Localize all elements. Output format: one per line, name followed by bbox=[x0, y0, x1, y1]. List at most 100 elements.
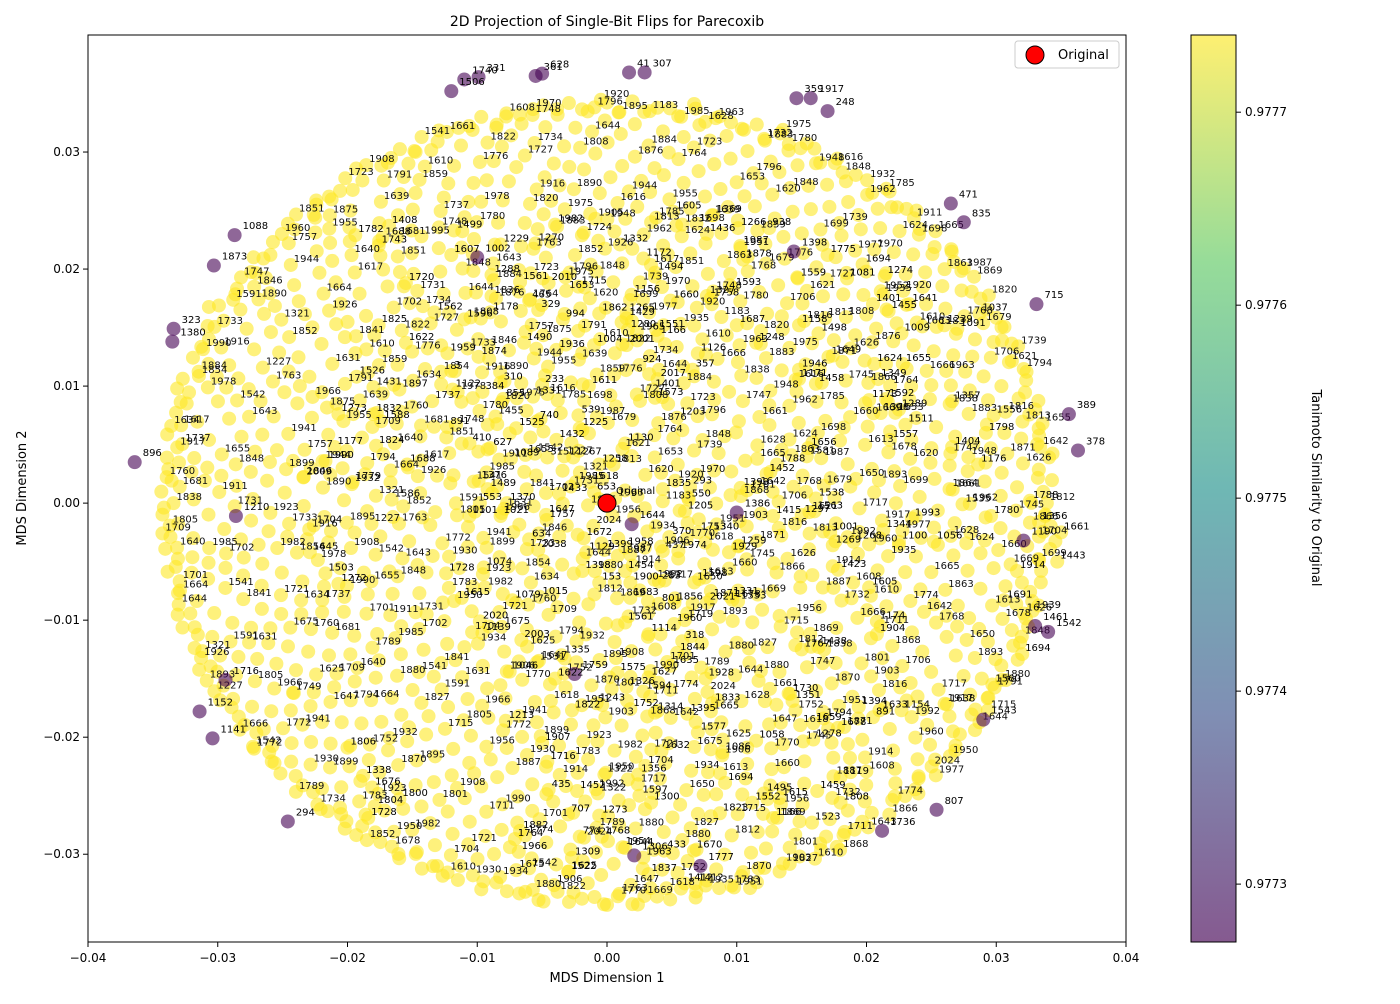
similarity-point bbox=[360, 456, 375, 471]
similarity-point bbox=[160, 427, 175, 442]
similarity-point bbox=[383, 608, 398, 623]
point-label: 1541 bbox=[425, 126, 450, 137]
similarity-point bbox=[317, 579, 332, 594]
point-label: 1701 bbox=[543, 808, 568, 819]
similarity-point bbox=[385, 586, 400, 601]
point-label: 1977 bbox=[652, 301, 677, 312]
similarity-point bbox=[684, 763, 699, 778]
point-label: 1939 bbox=[1036, 600, 1061, 611]
similarity-point bbox=[409, 753, 424, 768]
similarity-point bbox=[961, 406, 976, 421]
similarity-point bbox=[689, 300, 704, 315]
similarity-point bbox=[734, 368, 749, 383]
similarity-point bbox=[942, 458, 957, 473]
point-label: 1848 bbox=[706, 429, 731, 440]
point-label: 1698 bbox=[821, 422, 846, 433]
similarity-point bbox=[557, 139, 572, 154]
similarity-point bbox=[948, 648, 963, 663]
similarity-point bbox=[433, 203, 448, 218]
colorbar-tick-label: 0.9777 bbox=[1245, 105, 1287, 119]
similarity-point bbox=[983, 441, 998, 456]
point-label: 1356 bbox=[1042, 511, 1067, 522]
similarity-point bbox=[998, 404, 1013, 419]
similarity-point bbox=[683, 201, 698, 216]
point-label: 1688 bbox=[386, 226, 411, 237]
similarity-point bbox=[416, 642, 431, 657]
similarity-point bbox=[578, 794, 593, 809]
similarity-point bbox=[512, 708, 527, 723]
point-label: 1177 bbox=[338, 436, 363, 447]
similarity-point bbox=[515, 561, 530, 576]
point-label: 891 bbox=[876, 706, 895, 717]
similarity-point bbox=[912, 489, 927, 504]
similarity-point bbox=[856, 287, 871, 302]
similarity-point bbox=[427, 419, 442, 434]
similarity-point bbox=[410, 558, 425, 573]
point-label: 1875 bbox=[333, 204, 358, 215]
similarity-point bbox=[272, 345, 287, 360]
point-label: 1321 bbox=[284, 309, 309, 320]
point-label: 1288 bbox=[495, 264, 520, 275]
similarity-point bbox=[624, 644, 639, 659]
similarity-point bbox=[303, 622, 318, 637]
similarity-point bbox=[356, 565, 371, 580]
similarity-point bbox=[924, 565, 939, 580]
point-label: 1156 bbox=[635, 284, 660, 295]
similarity-point bbox=[364, 693, 379, 708]
point-label: 1046 bbox=[513, 661, 538, 672]
similarity-point bbox=[826, 750, 841, 765]
low-similarity-label: 1506 bbox=[459, 77, 484, 88]
similarity-point bbox=[255, 427, 270, 442]
point-label: 1935 bbox=[891, 545, 916, 556]
similarity-point bbox=[655, 862, 670, 877]
similarity-point bbox=[838, 373, 853, 388]
similarity-point bbox=[402, 296, 417, 311]
point-label: 1948 bbox=[819, 152, 844, 163]
point-label: 1717 bbox=[641, 773, 666, 784]
similarity-point bbox=[591, 233, 606, 248]
point-label: 1266 bbox=[741, 217, 766, 228]
point-label: 1745 bbox=[1019, 500, 1044, 511]
point-label: 1923 bbox=[586, 730, 611, 741]
similarity-point bbox=[250, 651, 265, 666]
similarity-point bbox=[526, 499, 541, 514]
point-label: 283 bbox=[662, 571, 681, 582]
point-label: 1835 bbox=[666, 478, 691, 489]
similarity-point bbox=[755, 602, 770, 617]
similarity-point bbox=[509, 863, 524, 878]
similarity-point bbox=[289, 663, 304, 678]
similarity-point bbox=[552, 738, 567, 753]
point-label: 1903 bbox=[608, 706, 633, 717]
point-label: 938 bbox=[772, 217, 791, 228]
similarity-point bbox=[688, 890, 703, 905]
point-label: 437 bbox=[666, 540, 685, 551]
similarity-point bbox=[394, 323, 409, 338]
point-label: 1640 bbox=[355, 244, 380, 255]
similarity-point bbox=[406, 266, 421, 281]
similarity-point bbox=[202, 432, 217, 447]
similarity-point bbox=[254, 601, 269, 616]
similarity-point bbox=[170, 551, 185, 566]
point-label: 2024 bbox=[935, 755, 960, 766]
low-similarity-point bbox=[227, 228, 242, 243]
similarity-point bbox=[769, 565, 784, 580]
similarity-point bbox=[231, 649, 246, 664]
point-label: 1624 bbox=[903, 220, 928, 231]
point-label: 1678 bbox=[841, 717, 866, 728]
similarity-point bbox=[289, 545, 304, 560]
point-label: 2020 bbox=[483, 610, 508, 621]
similarity-point bbox=[703, 742, 718, 757]
similarity-point bbox=[773, 619, 788, 634]
similarity-point bbox=[827, 490, 842, 505]
point-label: 1653 bbox=[740, 171, 765, 182]
similarity-point bbox=[674, 229, 689, 244]
point-label: 1176 bbox=[981, 454, 1006, 465]
similarity-point bbox=[290, 396, 305, 411]
similarity-point bbox=[334, 780, 349, 795]
similarity-point bbox=[851, 207, 866, 222]
similarity-point bbox=[242, 635, 257, 650]
similarity-point bbox=[946, 348, 961, 363]
similarity-point bbox=[343, 541, 358, 556]
similarity-point bbox=[236, 550, 251, 565]
similarity-point bbox=[603, 170, 618, 185]
